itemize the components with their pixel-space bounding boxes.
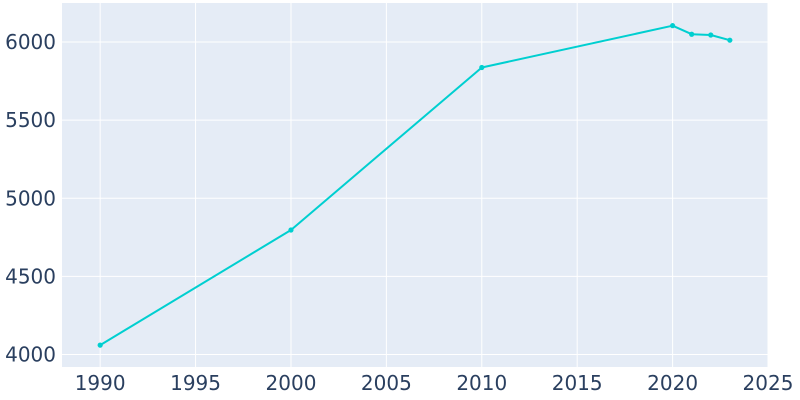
data-point[interactable] <box>708 32 714 38</box>
x-tick-label: 2020 <box>647 371 698 395</box>
x-tick-label: 2025 <box>743 371 794 395</box>
y-tick-label: 4500 <box>5 264 56 288</box>
series-layer <box>97 23 733 348</box>
x-gridlines <box>99 3 769 367</box>
y-tick-label: 5000 <box>5 186 56 210</box>
x-tick-label: 2000 <box>266 371 317 395</box>
x-tick-label: 2005 <box>361 371 412 395</box>
y-tick-label: 4000 <box>5 343 56 367</box>
y-tick-label: 6000 <box>5 30 56 54</box>
y-gridlines <box>62 41 768 356</box>
x-tick-label: 1995 <box>170 371 221 395</box>
data-point[interactable] <box>479 64 485 71</box>
data-point[interactable] <box>97 342 103 348</box>
data-point[interactable] <box>727 37 733 43</box>
data-point[interactable] <box>689 31 695 37</box>
data-point[interactable] <box>669 23 676 29</box>
plot-area <box>62 3 768 367</box>
x-axis-ticks: 1990 1995 2000 2005 2010 2015 2020 2025 <box>75 371 794 395</box>
data-point[interactable] <box>288 227 294 233</box>
x-tick-label: 2015 <box>552 371 603 395</box>
x-tick-label: 1990 <box>75 371 126 395</box>
x-tick-label: 2010 <box>456 371 507 395</box>
y-axis-ticks: 4000 4500 5000 5500 6000 <box>5 30 56 366</box>
y-tick-label: 5500 <box>5 108 56 132</box>
